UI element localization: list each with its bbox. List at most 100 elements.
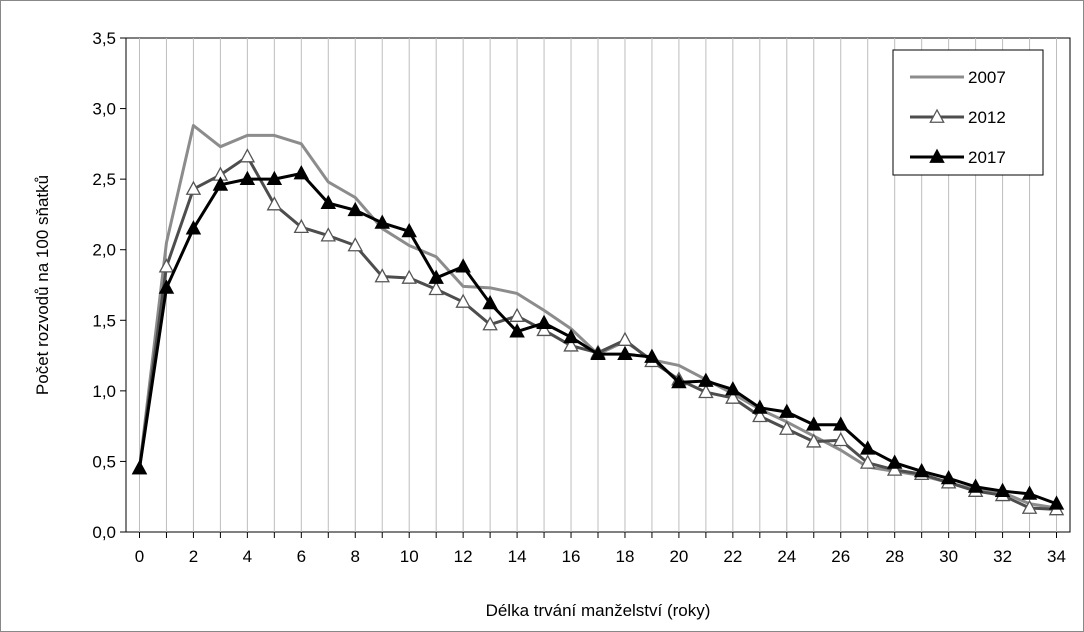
- y-tick-label: 2,0: [92, 241, 116, 260]
- data-point-2012: [455, 293, 471, 308]
- data-point-2017: [671, 374, 687, 389]
- x-tick-label: 30: [939, 547, 958, 566]
- data-point-2012: [158, 258, 175, 273]
- x-tick-label: 24: [777, 547, 796, 566]
- x-tick-label: 32: [993, 547, 1012, 566]
- data-point-2017: [212, 176, 229, 191]
- data-point-2012: [347, 237, 363, 252]
- x-tick-label: 8: [351, 547, 360, 566]
- data-point-2012: [536, 321, 552, 337]
- data-point-2012: [428, 280, 444, 296]
- legend: 2007 2012 2017: [892, 49, 1044, 176]
- y-tick-label: 3,0: [92, 100, 116, 119]
- legend-box: [892, 49, 1044, 176]
- axes: 0,00,51,01,52,02,53,03,50 2 4 6 8 10 12 14 16 18 2…: [92, 29, 1066, 566]
- x-tick-label: 10: [400, 547, 419, 566]
- series-2017: [131, 165, 1065, 510]
- y-tick-label: 0,5: [92, 452, 116, 471]
- data-point-2017: [563, 328, 579, 344]
- data-point-2012: [698, 383, 714, 399]
- data-point-2012: [320, 227, 337, 242]
- legend-marker-2017: [929, 148, 945, 163]
- data-point-2017: [779, 403, 795, 418]
- data-point-2017: [239, 170, 256, 186]
- data-point-2017: [994, 482, 1011, 497]
- x-axis-title: Délka trvání manželství (roky): [486, 601, 711, 620]
- data-point-2012: [185, 180, 202, 195]
- data-point-2017: [536, 314, 552, 330]
- data-point-2017: [617, 345, 633, 361]
- data-point-2017: [967, 478, 984, 493]
- data-point-2012: [1021, 499, 1038, 514]
- data-point-2017: [1021, 485, 1038, 500]
- data-point-2012: [833, 431, 849, 447]
- x-tick-label: 14: [508, 547, 527, 566]
- legend-marker-2012: [929, 108, 945, 123]
- data-point-2012: [374, 268, 390, 283]
- y-tick-label: 2,5: [92, 170, 116, 189]
- data-point-2012: [779, 420, 795, 435]
- data-point-2017: [859, 440, 876, 455]
- data-point-2017: [1048, 495, 1065, 510]
- x-tick-label: 26: [831, 547, 850, 566]
- data-point-2017: [725, 381, 741, 396]
- data-point-2012: [293, 218, 310, 234]
- x-tick-label: 34: [1047, 547, 1066, 566]
- data-point-2012: [509, 307, 525, 322]
- x-tick-label: 16: [562, 547, 581, 566]
- x-tick-label: 18: [616, 547, 635, 566]
- data-point-2017: [158, 279, 175, 294]
- y-tick-label: 3,5: [92, 29, 116, 48]
- data-point-2012: [886, 461, 903, 476]
- data-point-2017: [509, 323, 525, 338]
- data-point-2012: [239, 148, 256, 163]
- data-point-2017: [913, 462, 930, 478]
- data-point-2017: [320, 194, 337, 210]
- data-point-2017: [185, 220, 202, 235]
- data-point-2012: [482, 316, 498, 331]
- legend-label-2012: 2012: [968, 108, 1006, 127]
- x-tick-label: 0: [135, 547, 144, 566]
- data-point-2017: [752, 399, 768, 414]
- data-point-2017: [401, 223, 417, 238]
- data-point-2017: [131, 460, 148, 475]
- x-tick-label: 28: [885, 547, 904, 566]
- data-point-2017: [590, 345, 606, 361]
- x-tick-label: 20: [669, 547, 688, 566]
- data-point-2012: [266, 196, 283, 211]
- data-point-2017: [455, 258, 471, 273]
- y-tick-label: 1,5: [92, 311, 116, 330]
- data-point-2017: [482, 294, 498, 310]
- data-point-2017: [347, 201, 363, 217]
- x-tick-label: 6: [297, 547, 306, 566]
- data-point-2012: [617, 331, 633, 346]
- data-point-2017: [806, 416, 822, 431]
- x-tick-label: 22: [723, 547, 742, 566]
- data-point-2012: [752, 407, 768, 423]
- data-point-2012: [725, 389, 741, 404]
- legend-label-2017: 2017: [968, 148, 1006, 167]
- data-point-2017: [293, 165, 310, 180]
- data-point-2012: [806, 433, 822, 448]
- data-point-2017: [698, 372, 714, 387]
- data-point-2017: [644, 348, 660, 363]
- legend-label-2007: 2007: [968, 68, 1006, 87]
- data-point-2017: [428, 269, 444, 284]
- data-point-2012: [563, 337, 579, 352]
- data-point-2012: [859, 454, 876, 469]
- data-point-2017: [266, 170, 283, 186]
- x-tick-label: 12: [454, 547, 473, 566]
- y-tick-label: 1,0: [92, 382, 116, 401]
- x-tick-label: 2: [189, 547, 198, 566]
- x-tick-label: 4: [243, 547, 252, 566]
- data-point-2017: [886, 454, 903, 469]
- data-point-2012: [401, 269, 417, 284]
- series-lines: [131, 124, 1065, 516]
- data-point-2017: [374, 214, 390, 229]
- y-axis-title: Počet rozvodů na 100 sňatků: [33, 175, 52, 395]
- data-point-2017: [940, 470, 957, 485]
- y-tick-label: 0,0: [92, 523, 116, 542]
- data-point-2017: [833, 416, 849, 431]
